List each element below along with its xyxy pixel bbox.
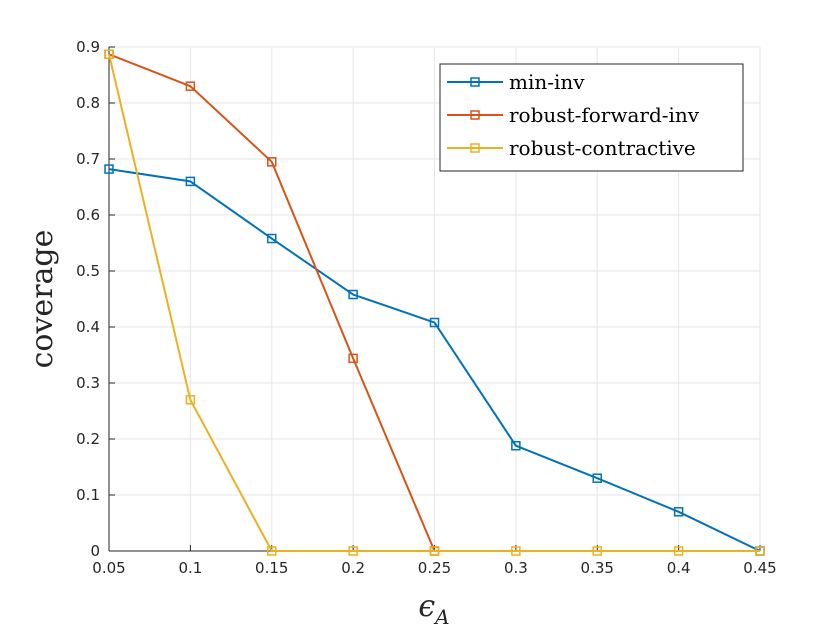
series-line-robust-contractive xyxy=(108,54,760,552)
x-tick-label: 0.05 xyxy=(92,559,125,577)
y-tick-label: 0.7 xyxy=(76,150,100,168)
legend-item-robust-forward-inv: robust-forward-inv xyxy=(447,103,700,127)
x-tick-label: 0.2 xyxy=(341,559,365,577)
data-point-robust-contractive xyxy=(511,546,521,556)
data-point-min-inv xyxy=(511,440,521,451)
y-tick-label: 0 xyxy=(90,542,100,560)
data-point-min-inv xyxy=(185,176,196,187)
y-axis-label: coverage xyxy=(25,230,60,369)
series-min-inv xyxy=(104,164,765,556)
legend-label: min-inv xyxy=(509,70,585,94)
data-point-min-inv xyxy=(592,473,602,483)
x-tick-label: 0.1 xyxy=(178,559,202,577)
data-point-min-inv xyxy=(104,164,114,174)
data-point-robust-contractive xyxy=(267,546,277,556)
x-tick-label: 0.15 xyxy=(255,559,288,577)
legend-item-min-inv: min-inv xyxy=(447,70,585,94)
y-tick-label: 0.4 xyxy=(76,318,100,336)
data-point-robust-forward-inv xyxy=(348,353,358,364)
y-tick-label: 0.6 xyxy=(76,206,100,224)
x-tick-label: 0.25 xyxy=(418,559,451,577)
data-point-robust-forward-inv xyxy=(185,81,196,91)
data-point-robust-contractive xyxy=(104,49,114,60)
x-tick-label: 0.35 xyxy=(581,559,614,577)
legend-items: min-inv robust-forward-inv robust-contract… xyxy=(447,70,700,160)
legend-label: robust-forward-inv xyxy=(509,103,700,127)
series xyxy=(104,49,765,556)
data-point-robust-contractive xyxy=(673,546,684,556)
series-line-min-inv xyxy=(108,168,761,552)
data-point-robust-contractive xyxy=(592,546,602,556)
x-axis-label: ϵA xyxy=(418,589,449,629)
legend-marker xyxy=(470,110,480,120)
data-point-robust-contractive xyxy=(348,546,358,556)
series-line-robust-forward-inv xyxy=(108,53,436,552)
series-robust-contractive xyxy=(104,49,765,556)
x-tick-label: 0.45 xyxy=(743,559,776,577)
y-tick-label: 0.9 xyxy=(76,38,100,56)
legend-label: robust-contractive xyxy=(509,136,696,160)
x-axis-label-subscript: A xyxy=(433,605,449,629)
tick-labels: 0.05 0.1 0.15 0.2 0.25 0.3 0.35 0.4 0.45 0 0.1 0.2 0… xyxy=(76,38,777,577)
legend: min-inv robust-forward-inv robust-contract… xyxy=(439,63,744,172)
data-point-min-inv xyxy=(267,233,277,244)
legend-marker xyxy=(470,77,480,87)
x-tick-label: 0.4 xyxy=(667,559,691,577)
x-tick-label: 0.3 xyxy=(504,559,528,577)
data-point-min-inv xyxy=(348,289,358,300)
data-point-robust-forward-inv xyxy=(267,157,277,167)
y-tick-label: 0.3 xyxy=(76,374,100,392)
x-axis-label-symbol: ϵ xyxy=(418,589,435,624)
data-point-robust-contractive xyxy=(755,546,765,556)
y-tick-label: 0.1 xyxy=(76,486,100,504)
y-tick-label: 0.8 xyxy=(76,94,100,112)
y-tick-label: 0.5 xyxy=(76,262,100,280)
data-point-robust-contractive xyxy=(185,395,196,405)
y-tick-label: 0.2 xyxy=(76,430,100,448)
data-point-robust-contractive xyxy=(429,546,440,556)
legend-item-robust-contractive: robust-contractive xyxy=(447,136,696,160)
legend-marker xyxy=(470,143,480,153)
data-point-min-inv xyxy=(429,317,440,328)
data-point-min-inv xyxy=(673,507,684,517)
